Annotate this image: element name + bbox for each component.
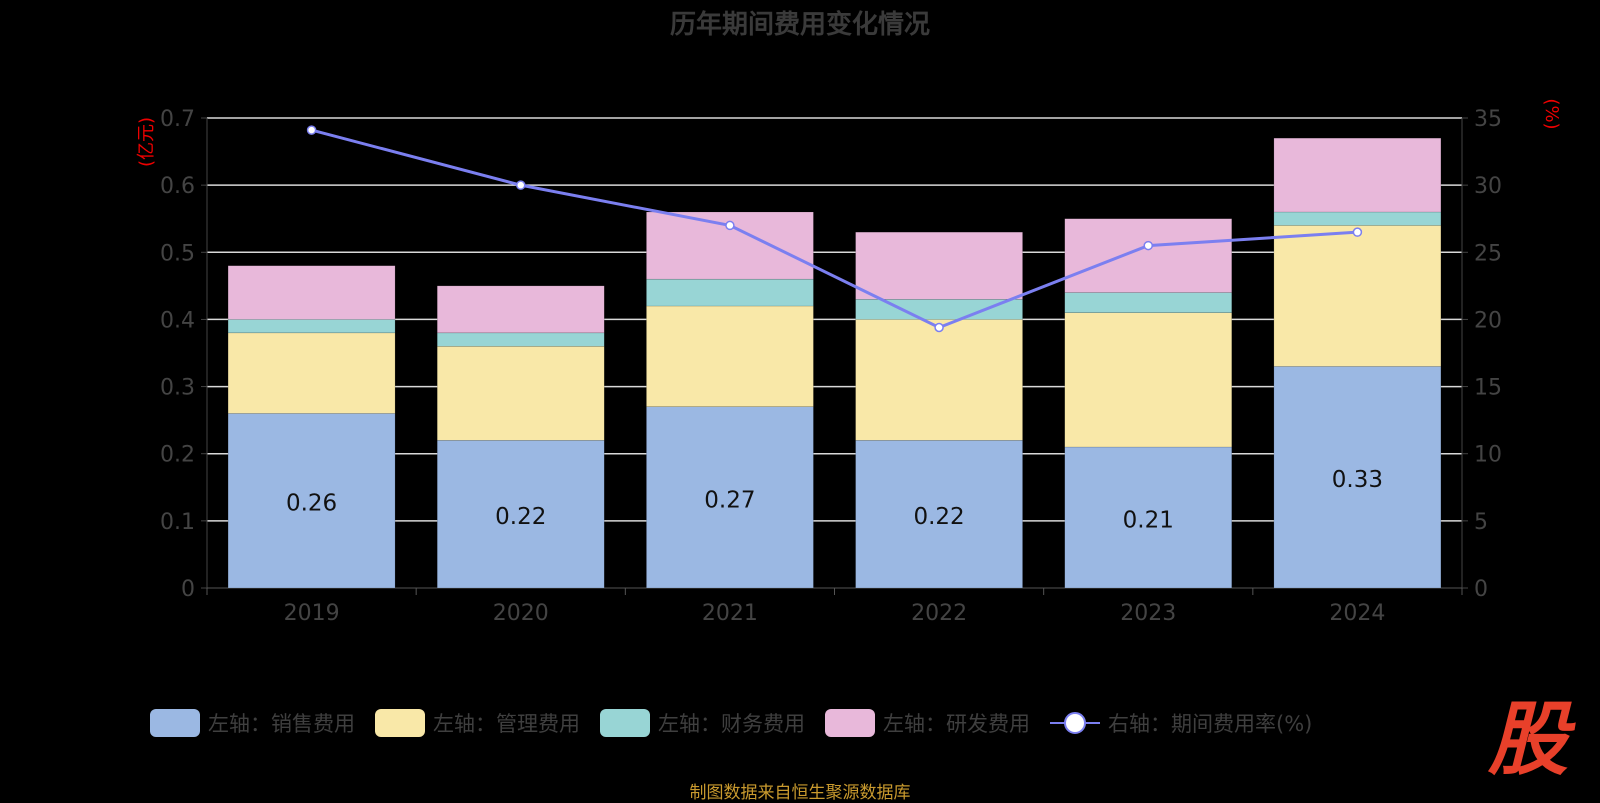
right-tick-label: 10 <box>1474 443 1502 468</box>
bar-segment <box>437 346 605 441</box>
left-tick-label: 0.4 <box>160 308 195 333</box>
bar-data-label: 0.33 <box>1332 467 1383 493</box>
bar-data-label: 0.22 <box>913 504 964 530</box>
bar-data-label: 0.22 <box>495 504 546 530</box>
bar-segment <box>1273 225 1442 367</box>
bar-segment <box>227 332 396 414</box>
left-tick-label: 0.1 <box>160 510 195 535</box>
bar-segment <box>1064 312 1232 448</box>
logo: 股 <box>1488 693 1568 786</box>
legend-item[interactable]: 左轴：研发费用 <box>825 708 1030 738</box>
legend-label: 左轴：管理费用 <box>433 712 580 736</box>
legend-swatch <box>150 709 200 737</box>
legend-item[interactable]: 左轴：管理费用 <box>375 708 580 738</box>
right-tick-label: 5 <box>1474 510 1488 535</box>
x-tick-label: 2023 <box>1120 601 1176 626</box>
rate-point <box>1143 240 1153 251</box>
left-tick-label: 0.3 <box>160 376 195 401</box>
right-tick-label: 0 <box>1474 577 1488 602</box>
bar-segment <box>646 406 814 589</box>
bar-segment <box>1064 446 1232 589</box>
left-tick-label: 0.7 <box>160 107 195 132</box>
right-tick-label: 15 <box>1474 376 1502 401</box>
bar-segment <box>227 413 396 589</box>
x-tick-label: 2020 <box>493 601 549 626</box>
legend-label: 左轴：财务费用 <box>658 712 805 736</box>
legend: 左轴：销售费用 左轴：管理费用 左轴：财务费用 左轴：研发费用 右轴：期间费用率(%) <box>150 708 1332 738</box>
x-tick-label: 2022 <box>911 601 967 626</box>
legend-label: 右轴：期间费用率(%) <box>1108 712 1313 736</box>
bar-segment <box>855 299 1023 320</box>
right-tick-label: 20 <box>1474 308 1502 333</box>
rate-point <box>516 180 526 190</box>
left-tick-label: 0.6 <box>160 174 195 199</box>
x-tick-label: 2024 <box>1329 601 1385 626</box>
left-axis-label: (亿元) <box>136 117 157 167</box>
rate-point <box>725 220 735 231</box>
left-tick-label: 0.2 <box>160 443 195 468</box>
bar-segment <box>855 440 1023 589</box>
right-tick-label: 30 <box>1474 174 1502 199</box>
legend-label: 左轴：研发费用 <box>883 712 1030 736</box>
rate-point <box>1352 227 1363 237</box>
rate-point <box>934 322 944 333</box>
bar-segment <box>437 440 605 589</box>
left-tick-label: 0.5 <box>160 241 195 266</box>
legend-item[interactable]: 左轴：财务费用 <box>600 708 805 738</box>
bar-segment <box>1273 211 1442 226</box>
left-tick-label: 0 <box>181 577 195 602</box>
legend-label: 左轴：销售费用 <box>208 712 355 736</box>
bar-segment <box>1273 366 1442 589</box>
bar-segment <box>1064 292 1232 313</box>
right-tick-label: 35 <box>1474 107 1502 132</box>
bar-data-label: 0.21 <box>1123 508 1174 534</box>
right-tick-label: 25 <box>1474 241 1502 266</box>
rate-point <box>306 125 317 135</box>
bar-segment <box>227 265 396 320</box>
bar-segment <box>1273 137 1442 213</box>
x-tick-label: 2019 <box>284 601 340 626</box>
bar-segment <box>646 305 814 407</box>
line-marker-icon <box>1050 709 1100 737</box>
chart-area: 0 0.1 0.2 0.3 0.4 0.5 0.6 0.7 0 5 10 15 20 25 30 35 (亿元)… <box>136 98 1562 626</box>
bar-segment <box>646 278 814 307</box>
x-tick-label: 2021 <box>702 601 758 626</box>
bar-segment <box>437 285 605 334</box>
chart-title: 历年期间费用变化情况 <box>669 10 930 40</box>
right-axis-label: (%) <box>1541 98 1562 129</box>
legend-item[interactable]: 左轴：销售费用 <box>150 708 355 738</box>
legend-swatch <box>600 709 650 737</box>
source-note: 制图数据来自恒生聚源数据库 <box>689 783 911 803</box>
legend-swatch <box>825 709 875 737</box>
bar-segment <box>437 332 605 347</box>
legend-swatch <box>375 709 425 737</box>
bar-segment <box>855 319 1023 441</box>
bar-segment <box>1064 218 1232 293</box>
legend-item[interactable]: 右轴：期间费用率(%) <box>1050 708 1312 738</box>
bar-segment <box>227 319 396 334</box>
bar-data-label: 0.26 <box>286 491 337 517</box>
bar-data-label: 0.27 <box>704 487 755 513</box>
bar-segment <box>855 231 1023 300</box>
rate-line <box>311 128 1358 330</box>
